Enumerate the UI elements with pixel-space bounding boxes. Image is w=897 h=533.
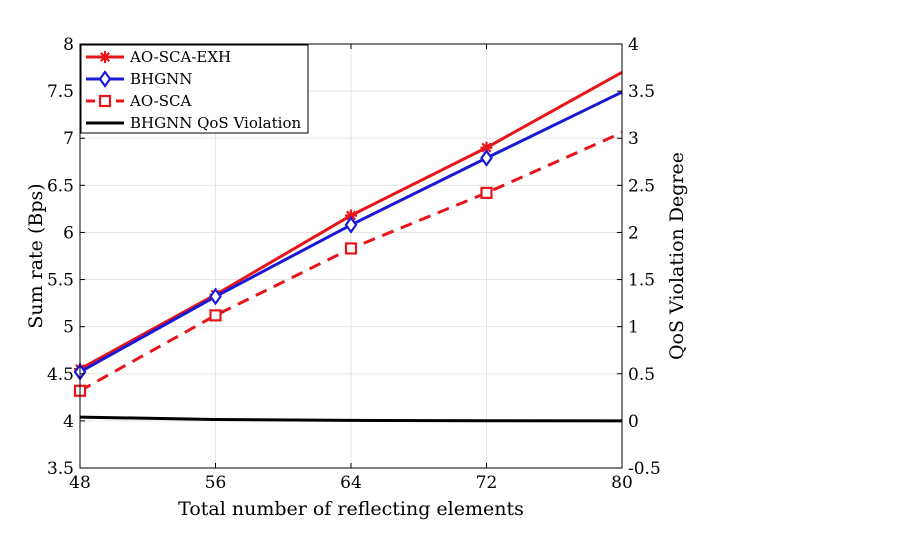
series-3-point	[209, 309, 222, 322]
series-2-point	[344, 216, 358, 234]
y-right-tick-label: 3	[628, 129, 639, 149]
legend-label: BHGNN QoS Violation	[130, 114, 301, 132]
y-tick-label: 7	[63, 129, 74, 149]
legend-label: AO-SCA	[129, 92, 192, 110]
x-tick-label: 80	[611, 473, 633, 493]
y-right-tick-label: 2	[628, 223, 639, 243]
x-tick-label: 72	[476, 473, 498, 493]
legend-marker	[98, 94, 112, 108]
y-tick-label: 6.5	[47, 176, 74, 196]
y-tick-label: 4	[63, 412, 74, 432]
y-tick-label: 6	[63, 223, 74, 243]
y-right-tick-label: 1	[628, 318, 639, 338]
y-tick-label: 7.5	[47, 82, 74, 102]
y-right-tick-label: -0.5	[628, 459, 661, 479]
y-right-tick-label: 0	[628, 412, 639, 432]
y-right-tick-label: 2.5	[628, 176, 655, 196]
x-tick-label: 56	[205, 473, 227, 493]
y-right-tick-label: 1.5	[628, 271, 655, 291]
x-tick-label: 48	[69, 473, 91, 493]
y-axis-label: Sum rate (Bps)	[25, 183, 47, 328]
y-right-tick-label: 0.5	[628, 365, 655, 385]
series-line-4	[79, 415, 623, 423]
series-3-point	[480, 186, 493, 199]
x-tick-label: 64	[340, 473, 362, 493]
y-right-tick-label: 4	[628, 35, 639, 55]
series-2-point	[480, 149, 493, 167]
y-tick-label: 5	[63, 318, 74, 338]
y-axis-right-label: QoS Violation Degree	[666, 152, 688, 360]
series-2-point	[209, 287, 222, 306]
legend-marker	[98, 70, 112, 88]
tick-layer: 48 56 64 72 80 3.5 4 4.5 5 5.5 6 6.5 7 7.5 8 -0.5 0 0.5 1 1…	[47, 35, 661, 493]
y-tick-label: 5.5	[47, 271, 74, 291]
x-axis-label: Total number of reflecting elements	[178, 498, 524, 520]
legend: AO-SCA-EXH BHGNN AO-SCA BHGNN QoS Violation	[80, 44, 309, 134]
legend-marker	[99, 51, 111, 63]
y-tick-label: 3.5	[47, 459, 74, 479]
legend-label: BHGNN	[130, 70, 192, 88]
y-right-tick-label: 3.5	[628, 82, 655, 102]
legend-label: AO-SCA-EXH	[129, 48, 231, 66]
series-3-point	[344, 242, 358, 255]
y-tick-label: 4.5	[47, 365, 74, 385]
y-tick-label: 8	[63, 35, 74, 55]
legend-box	[80, 44, 309, 134]
